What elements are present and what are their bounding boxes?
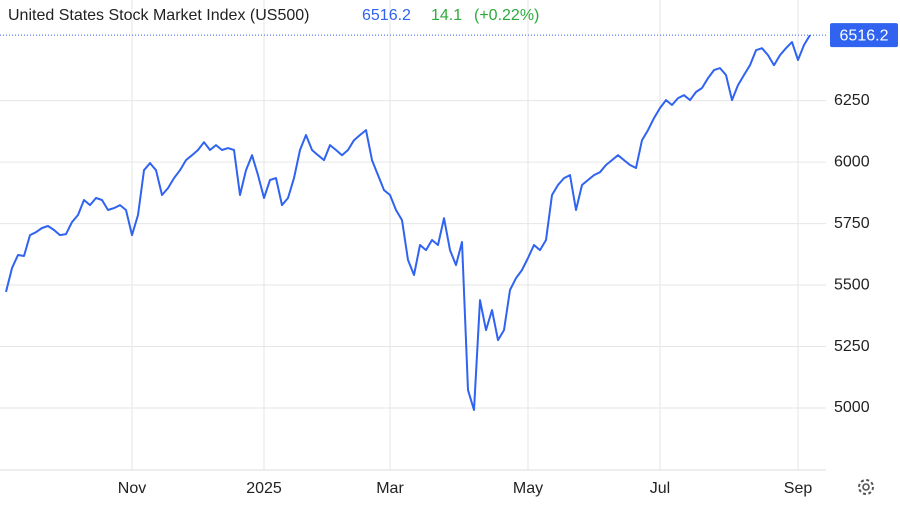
grid <box>0 0 826 470</box>
settings-icon[interactable] <box>858 479 874 495</box>
y-tick-label: 6250 <box>834 92 870 109</box>
price: 6516.2 <box>362 7 411 24</box>
x-tick-label: Nov <box>118 480 146 497</box>
price-line <box>5 34 811 411</box>
y-tick-label: 6000 <box>834 153 870 170</box>
x-tick-label: Jul <box>650 480 670 497</box>
chart-title: United States Stock Market Index (US500) <box>8 7 309 24</box>
x-tick-label: Mar <box>376 480 404 497</box>
gear-hub[interactable] <box>862 483 870 491</box>
last-price-box <box>830 23 898 48</box>
gear-teeth[interactable] <box>858 479 874 495</box>
y-tick-label: 5750 <box>834 215 870 232</box>
change: 14.1 <box>431 7 462 24</box>
x-tick-label: Sep <box>784 480 813 497</box>
y-tick-label: 5000 <box>834 399 870 416</box>
x-tick-label: 2025 <box>246 480 282 497</box>
change-percent: (+0.22%) <box>474 7 539 24</box>
x-tick-label: May <box>513 480 543 497</box>
y-tick-label: 5250 <box>834 338 870 355</box>
last-price-label: 6516.2 <box>840 27 889 44</box>
y-tick-label: 5500 <box>834 276 870 293</box>
